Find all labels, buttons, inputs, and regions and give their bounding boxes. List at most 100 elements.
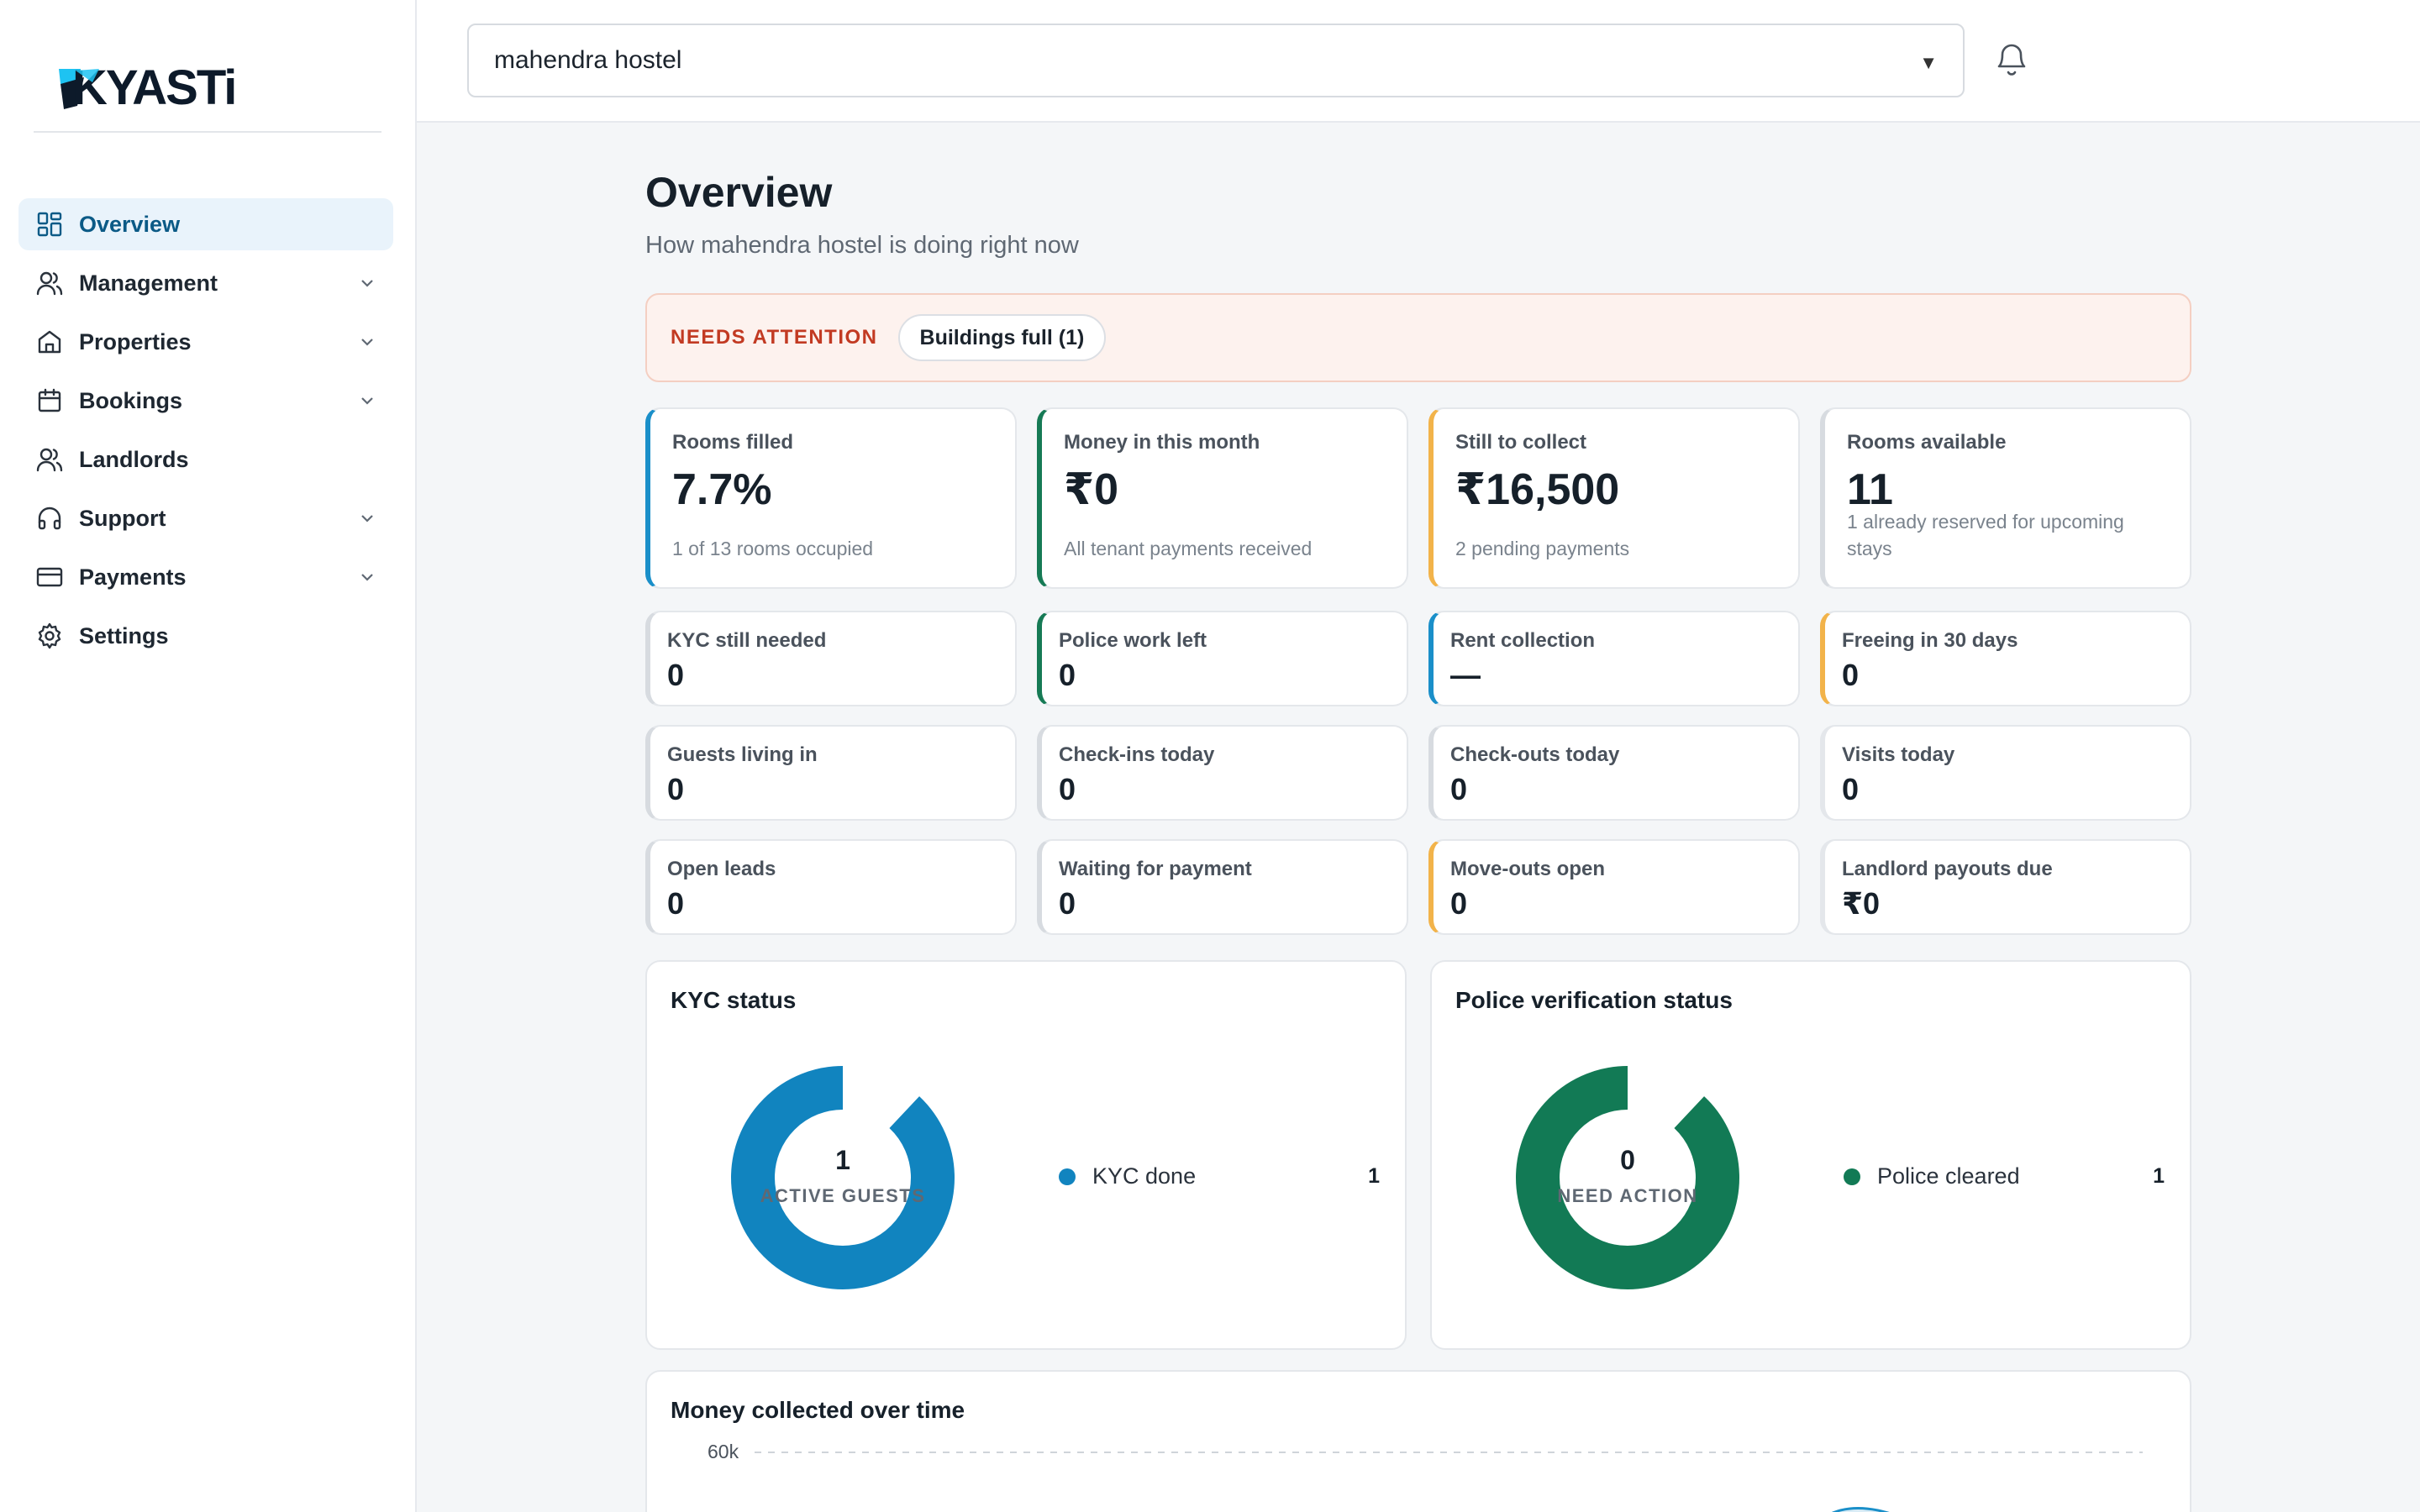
money-chart-title: Money collected over time — [671, 1397, 965, 1423]
legend-name: Police cleared — [1877, 1163, 2020, 1189]
bell-icon[interactable] — [1993, 40, 2030, 81]
needs-attention-banner: NEEDS ATTENTION Buildings full (1) — [645, 293, 2191, 382]
svg-text:KYASTi: KYASTi — [72, 60, 235, 113]
stat-value: 0 — [1842, 772, 1860, 806]
kpi-card-rooms-available[interactable]: Rooms available 11 1 already reserved fo… — [1820, 407, 2191, 589]
kyc-status-card: KYC status 1 ACTIVE GUESTS KYC done 1 — [645, 960, 1407, 1350]
legend-name: KYC done — [1092, 1163, 1197, 1189]
kpi-value: 11 — [1847, 465, 1893, 514]
kyc-legend-item[interactable]: KYC done 1 — [1059, 1163, 1380, 1189]
sidebar-item-settings[interactable]: Settings — [18, 610, 393, 662]
sidebar-item-label: Overview — [79, 211, 181, 237]
sidebar-item-label: Properties — [79, 328, 192, 354]
sidebar-item-payments[interactable]: Payments — [18, 551, 393, 603]
kpi-value: ₹16,500 — [1455, 465, 1620, 514]
stat-card-waiting-payment[interactable]: Waiting for payment 0 — [1037, 839, 1408, 935]
kyc-center-caption: ACTIVE GUESTS — [760, 1185, 926, 1206]
stat-value: 0 — [1450, 886, 1468, 921]
card-icon — [35, 563, 64, 591]
stat-card-kyc-needed[interactable]: KYC still needed 0 — [645, 611, 1017, 706]
kpi-sub: 1 already reserved for upcoming stays — [1847, 511, 2124, 559]
needs-attention-label: NEEDS ATTENTION — [671, 326, 878, 349]
stat-card-move-outs[interactable]: Move-outs open 0 — [1428, 839, 1800, 935]
kpi-label: Money in this month — [1064, 431, 1260, 454]
kyasti-logo[interactable]: KYASTi — [55, 59, 266, 117]
police-center-value: 0 — [1620, 1145, 1635, 1175]
stat-label: Open leads — [667, 858, 776, 880]
stat-card-rent-collection[interactable]: Rent collection — — [1428, 611, 1800, 706]
stat-label: Move-outs open — [1450, 858, 1605, 880]
gear-icon — [35, 622, 64, 650]
y-tick-label: 60k — [708, 1441, 739, 1462]
chevron-down-icon — [361, 574, 373, 581]
stat-card-check-ins[interactable]: Check-ins today 0 — [1037, 725, 1408, 821]
kpi-label: Still to collect — [1455, 431, 1587, 454]
page-subtitle: How mahendra hostel is doing right now — [645, 232, 1079, 259]
sidebar-item-label: Landlords — [79, 446, 189, 472]
stat-label: KYC still needed — [667, 629, 827, 652]
sidebar-nav: Overview Management Properties Bookings — [18, 198, 393, 669]
buildings-full-chip[interactable]: Buildings full (1) — [897, 314, 1107, 361]
sidebar-item-management[interactable]: Management — [18, 257, 393, 309]
stat-card-landlord-payouts[interactable]: Landlord payouts due ₹0 — [1820, 839, 2191, 935]
grid-icon — [35, 210, 64, 239]
stat-card-guests-living[interactable]: Guests living in 0 — [645, 725, 1017, 821]
stat-value: 0 — [1842, 658, 1860, 692]
stat-card-police-work[interactable]: Police work left 0 — [1037, 611, 1408, 706]
property-select-value: mahendra hostel — [494, 46, 682, 74]
kpi-label: Rooms filled — [672, 431, 794, 454]
users-icon — [35, 269, 64, 297]
stat-value: 0 — [1059, 772, 1076, 806]
sidebar-item-properties[interactable]: Properties — [18, 316, 393, 368]
kpi-card-rooms-filled[interactable]: Rooms filled 7.7% 1 of 13 rooms occupied — [645, 407, 1017, 589]
stat-label: Landlord payouts due — [1842, 858, 2053, 880]
sidebar-item-support[interactable]: Support — [18, 492, 393, 544]
stat-card-freeing-30-days[interactable]: Freeing in 30 days 0 — [1820, 611, 2191, 706]
sidebar-item-overview[interactable]: Overview — [18, 198, 393, 250]
stat-value: 0 — [1059, 658, 1076, 692]
police-legend-item[interactable]: Police cleared 1 — [1844, 1163, 2165, 1189]
money-area — [1832, 1507, 1890, 1512]
sidebar-item-label: Management — [79, 270, 218, 296]
chevron-down-icon — [361, 339, 373, 346]
status-charts: KYC status 1 ACTIVE GUESTS KYC done 1 Po… — [645, 960, 2191, 1350]
legend-dot — [1059, 1168, 1076, 1185]
sidebar-item-label: Bookings — [79, 387, 183, 413]
stat-label: Visits today — [1842, 743, 1955, 766]
home-icon — [35, 328, 64, 356]
sidebar-item-label: Support — [79, 505, 166, 531]
police-status-title: Police verification status — [1455, 987, 1733, 1013]
stat-label: Waiting for payment — [1059, 858, 1252, 880]
kyc-status-title: KYC status — [671, 987, 797, 1013]
property-select[interactable]: mahendra hostel ▼ — [467, 24, 1965, 97]
kpi-card-money-in[interactable]: Money in this month ₹0 All tenant paymen… — [1037, 407, 1408, 589]
sidebar-item-bookings[interactable]: Bookings — [18, 375, 393, 427]
chevron-down-icon — [361, 280, 373, 287]
chevron-down-icon — [361, 515, 373, 522]
kyc-donut-arc — [731, 1066, 955, 1289]
kpi-sub: 2 pending payments — [1455, 538, 1630, 559]
kpi-value: 7.7% — [672, 465, 772, 514]
police-center-caption: NEED ACTION — [1557, 1185, 1698, 1206]
sidebar-item-label: Payments — [79, 564, 187, 590]
headphones-icon — [35, 504, 64, 533]
stat-value: 0 — [667, 658, 685, 692]
stat-label: Check-ins today — [1059, 743, 1215, 766]
stat-label: Freeing in 30 days — [1842, 629, 2018, 652]
kpi-value: ₹0 — [1064, 465, 1119, 514]
stat-label: Rent collection — [1450, 629, 1596, 652]
sidebar-item-landlords[interactable]: Landlords — [18, 433, 393, 486]
stat-label: Check-outs today — [1450, 743, 1620, 766]
kpi-card-still-to-collect[interactable]: Still to collect ₹16,500 2 pending payme… — [1428, 407, 1800, 589]
police-verification-card: Police verification status 0 NEED ACTION… — [1430, 960, 2191, 1350]
stat-card-visits-today[interactable]: Visits today 0 — [1820, 725, 2191, 821]
calendar-icon — [35, 386, 64, 415]
stat-value: 0 — [1059, 886, 1076, 921]
legend-value: 1 — [1368, 1164, 1380, 1188]
stat-value: ₹0 — [1842, 886, 1881, 921]
caret-down-icon: ▼ — [1919, 52, 1938, 73]
police-donut — [1516, 1066, 1739, 1289]
stat-card-open-leads[interactable]: Open leads 0 — [645, 839, 1017, 935]
stat-card-check-outs[interactable]: Check-outs today 0 — [1428, 725, 1800, 821]
stat-value: 0 — [667, 886, 685, 921]
